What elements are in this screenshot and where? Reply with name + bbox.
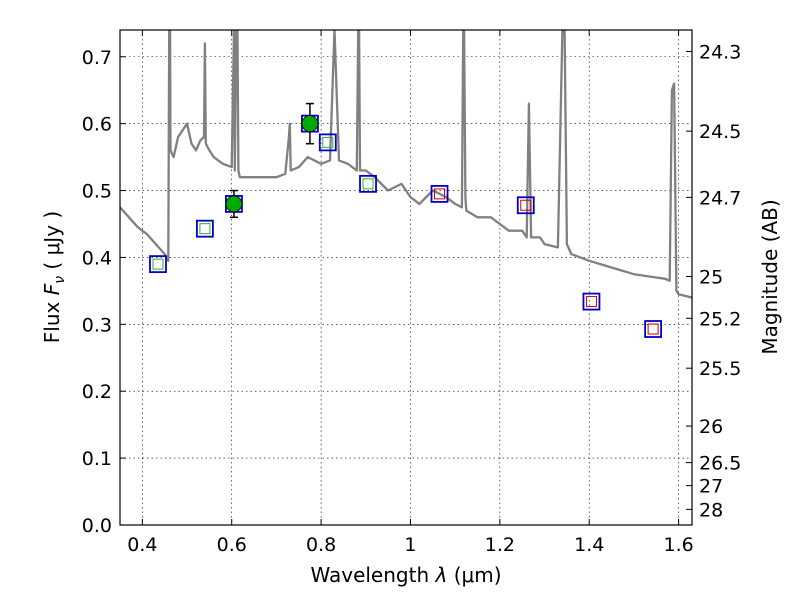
- model-photometry-inner-square: [199, 223, 211, 235]
- model-photometry-square: [644, 320, 663, 338]
- y-tick-label: 0.6: [82, 114, 112, 136]
- model-photometry-inner-square: [152, 258, 164, 270]
- model-photometry-inner-square: [520, 199, 532, 211]
- model-photometry-square: [318, 133, 337, 152]
- model-photometry-square: [516, 196, 535, 215]
- x-tick-label: 1.2: [485, 534, 515, 556]
- model-photometry-square: [149, 255, 167, 274]
- plot-area: [120, 30, 692, 338]
- magnitude-tick-label: 25: [699, 266, 723, 288]
- model-photometry-inner-square: [647, 323, 659, 335]
- magnitude-tick-label: 26.5: [699, 453, 741, 475]
- model-photometry-inner-square: [585, 296, 597, 308]
- model-photometry-inner-square: [322, 136, 334, 148]
- x-axis-label: Wavelength λ (μm): [310, 563, 501, 587]
- model-photometry-square: [196, 219, 214, 238]
- magnitude-tick-label: 24.5: [699, 121, 741, 143]
- observed-photometry-point: [301, 115, 319, 133]
- model-photometry-square: [430, 184, 449, 203]
- y-tick-label: 0.0: [82, 515, 112, 537]
- model-photometry-square: [359, 174, 377, 193]
- model-photometry-square: [582, 292, 601, 311]
- y-tick-label: 0.5: [82, 181, 112, 203]
- magnitude-tick-label: 25.2: [699, 308, 741, 330]
- x-tick-label: 1.6: [663, 534, 693, 556]
- y-tick-label: 0.4: [82, 247, 112, 269]
- y-tick-label: 0.3: [82, 314, 112, 336]
- x-tick-label: 0.4: [127, 534, 157, 556]
- y-tick-label: 0.7: [82, 47, 112, 69]
- observed-photometry-markers: [225, 102, 319, 219]
- magnitude-tick-label: 24.3: [699, 41, 741, 63]
- right-axis-label: Magnitude (AB): [758, 199, 782, 354]
- magnitude-tick-label: 24.7: [699, 187, 741, 209]
- x-tick-label: 0.8: [306, 534, 336, 556]
- grid-lines: [120, 30, 692, 526]
- axis-ticks: 0.4 0.6 0.8 1 1.2 1.4 1.6 0.0 0.1 0.2 0.3 0.4 0.5 0.6…: [82, 30, 741, 556]
- magnitude-tick-label: 26: [699, 416, 723, 438]
- x-tick-label: 0.6: [217, 534, 247, 556]
- model-spectrum-line: [120, 30, 692, 299]
- observed-photometry-point: [225, 195, 243, 213]
- magnitude-tick-label: 27: [699, 476, 723, 498]
- x-tick-label: 1: [404, 534, 416, 556]
- plot-frame: [119, 29, 693, 526]
- y-tick-label: 0.1: [82, 448, 112, 470]
- magnitude-tick-label: 28: [699, 499, 723, 521]
- x-tick-label: 1.4: [574, 534, 604, 556]
- magnitude-tick-label: 25.5: [699, 358, 741, 380]
- y-tick-label: 0.2: [82, 381, 112, 403]
- model-photometry-inner-square: [362, 178, 374, 190]
- model-photometry-inner-square: [434, 188, 446, 200]
- y-axis-label: Flux Fν ( μJy ): [40, 211, 68, 343]
